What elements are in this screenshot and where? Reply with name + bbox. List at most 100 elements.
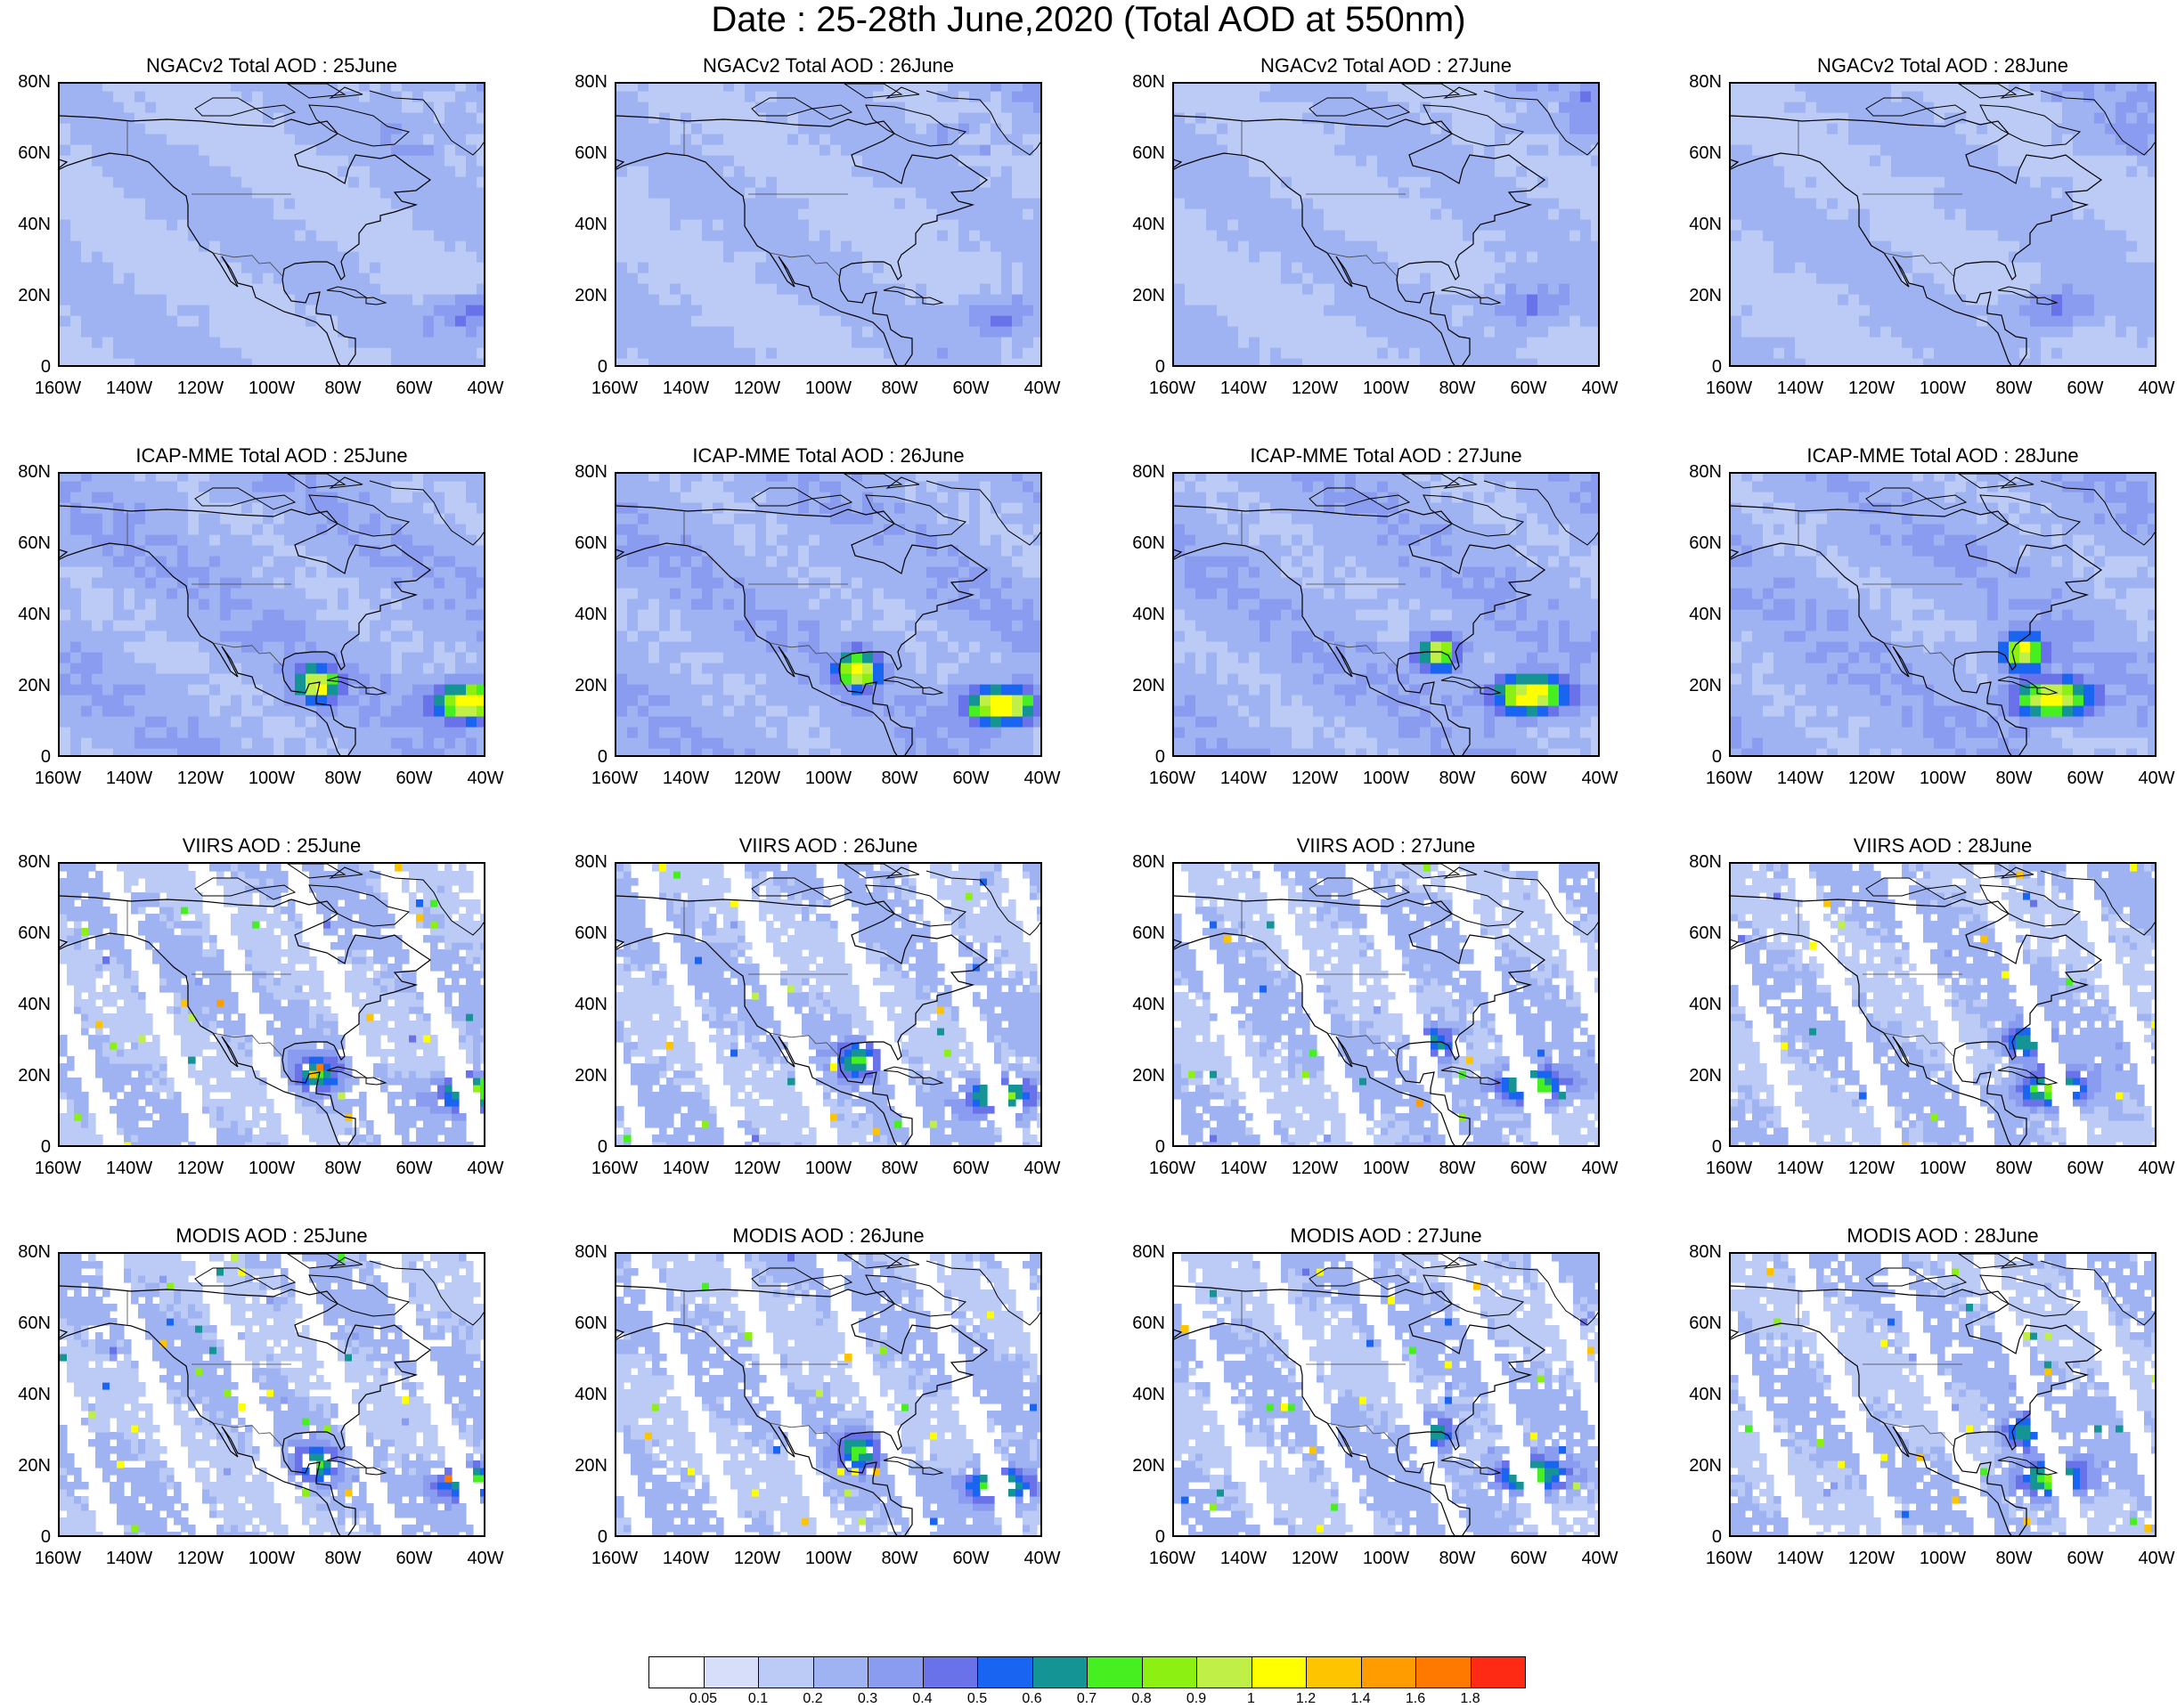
map-panel: NGACv2 Total AOD : 25June 80N 60N 40N 20N 0 16… — [4, 55, 539, 420]
y-tick-label: 20N — [0, 1067, 51, 1085]
colorbar-swatch — [1087, 1656, 1143, 1688]
x-tick-label: 40W — [1011, 769, 1073, 787]
x-tick-label: 40W — [2125, 1549, 2177, 1567]
y-tick-label: 20N — [1112, 287, 1165, 305]
panel-title: NGACv2 Total AOD : 25June — [58, 55, 485, 77]
x-tick-label: 140W — [655, 1549, 717, 1567]
aod-field — [1731, 474, 2155, 755]
aod-field — [1174, 474, 1598, 755]
y-tick-label: 0 — [554, 1528, 607, 1546]
y-tick-label: 60N — [0, 924, 51, 942]
map-panel: MODIS AOD : 27June 80N 60N 40N 20N 0 160W 140W 1… — [1119, 1225, 1653, 1590]
y-tick-label: 60N — [1112, 1314, 1165, 1332]
y-tick-label: 0 — [1112, 1138, 1165, 1156]
panel-title: NGACv2 Total AOD : 26June — [615, 55, 1042, 77]
x-tick-label: 80W — [1983, 1549, 2045, 1567]
map-panel: NGACv2 Total AOD : 28June 80N 60N 40N 20N 0 16… — [1676, 55, 2177, 420]
x-tick-label: 100W — [241, 1549, 303, 1567]
y-tick-label: 0 — [554, 748, 607, 766]
x-tick-label: 60W — [940, 1159, 1002, 1177]
x-tick-label: 60W — [1497, 1549, 1560, 1567]
x-tick-label: 140W — [655, 379, 717, 397]
y-tick-label: 80N — [1112, 853, 1165, 871]
x-tick-label: 100W — [241, 1159, 303, 1177]
y-tick-label: 0 — [1112, 748, 1165, 766]
y-tick-label: 20N — [1112, 1457, 1165, 1475]
colorbar-label: 0.5 — [955, 1692, 999, 1706]
y-tick-label: 60N — [1112, 534, 1165, 552]
colorbar-swatch — [758, 1656, 814, 1688]
x-tick-label: 140W — [98, 1159, 160, 1177]
y-tick-label: 80N — [1668, 1243, 1722, 1261]
y-tick-label: 20N — [1112, 1067, 1165, 1085]
x-tick-label: 80W — [312, 1549, 374, 1567]
x-tick-label: 120W — [1284, 769, 1346, 787]
panel-title: VIIRS AOD : 28June — [1729, 835, 2157, 857]
aod-map — [58, 82, 485, 367]
x-tick-label: 100W — [797, 1549, 860, 1567]
colorbar-swatch — [1031, 1656, 1088, 1688]
x-tick-label: 80W — [868, 1159, 931, 1177]
y-tick-label: 0 — [0, 1138, 51, 1156]
y-tick-label: 0 — [1112, 1528, 1165, 1546]
x-tick-label: 100W — [1355, 1159, 1417, 1177]
x-tick-label: 40W — [454, 379, 517, 397]
y-tick-label: 20N — [1668, 1067, 1722, 1085]
x-tick-label: 60W — [1497, 769, 1560, 787]
x-tick-label: 40W — [1569, 1159, 1631, 1177]
y-tick-label: 0 — [1112, 358, 1165, 376]
colorbar-label: 0.2 — [791, 1692, 836, 1706]
x-tick-label: 160W — [1141, 1549, 1203, 1567]
x-tick-label: 40W — [1011, 1159, 1073, 1177]
aod-map — [1172, 862, 1600, 1147]
aod-map — [1172, 1252, 1600, 1537]
x-tick-label: 40W — [1569, 769, 1631, 787]
x-tick-label: 60W — [1497, 1159, 1560, 1177]
y-tick-label: 0 — [1668, 748, 1722, 766]
aod-map — [58, 472, 485, 757]
map-panel: MODIS AOD : 26June 80N 60N 40N 20N 0 160W 140W 1… — [561, 1225, 1096, 1590]
y-tick-label: 0 — [0, 748, 51, 766]
colorbar-swatch — [922, 1656, 978, 1688]
figure-title: Date : 25-28th June,2020 (Total AOD at 5… — [0, 0, 2177, 39]
x-tick-label: 140W — [1212, 769, 1275, 787]
colorbar-label: 1.6 — [1393, 1692, 1438, 1706]
x-tick-label: 100W — [797, 769, 860, 787]
y-tick-label: 0 — [1668, 358, 1722, 376]
x-tick-label: 40W — [454, 769, 517, 787]
x-tick-label: 60W — [2054, 769, 2116, 787]
colorbar-swatch — [1306, 1656, 1362, 1688]
x-tick-label: 100W — [1912, 1549, 1974, 1567]
x-tick-label: 80W — [312, 1159, 374, 1177]
x-tick-label: 40W — [1569, 1549, 1631, 1567]
y-tick-label: 40N — [554, 1386, 607, 1403]
y-tick-label: 20N — [554, 287, 607, 305]
y-tick-label: 20N — [0, 1457, 51, 1475]
x-tick-label: 80W — [312, 379, 374, 397]
y-tick-label: 40N — [0, 996, 51, 1013]
panel-title: MODIS AOD : 27June — [1172, 1225, 1600, 1247]
colorbar-swatch — [648, 1656, 705, 1688]
map-panel: VIIRS AOD : 26June 80N 60N 40N 20N 0 160W 140W 1… — [561, 835, 1096, 1200]
x-tick-label: 80W — [312, 769, 374, 787]
aod-map — [1172, 82, 1600, 367]
panel-title: MODIS AOD : 25June — [58, 1225, 485, 1247]
x-tick-label: 80W — [1983, 769, 2045, 787]
aod-field — [1731, 1254, 2155, 1535]
y-tick-label: 20N — [0, 287, 51, 305]
y-tick-label: 60N — [1112, 144, 1165, 162]
panel-title: MODIS AOD : 26June — [615, 1225, 1042, 1247]
y-tick-label: 80N — [1668, 853, 1722, 871]
aod-field — [60, 864, 484, 1145]
x-tick-label: 80W — [1983, 379, 2045, 397]
y-tick-label: 40N — [1112, 606, 1165, 623]
aod-map — [1729, 82, 2157, 367]
x-tick-label: 120W — [1840, 1159, 1903, 1177]
x-tick-label: 120W — [169, 379, 232, 397]
colorbar-swatch — [977, 1656, 1033, 1688]
x-tick-label: 100W — [1912, 379, 1974, 397]
aod-map — [58, 1252, 485, 1537]
x-tick-label: 120W — [726, 1549, 788, 1567]
colorbar-label: 0.9 — [1174, 1692, 1219, 1706]
y-tick-label: 60N — [1668, 924, 1722, 942]
